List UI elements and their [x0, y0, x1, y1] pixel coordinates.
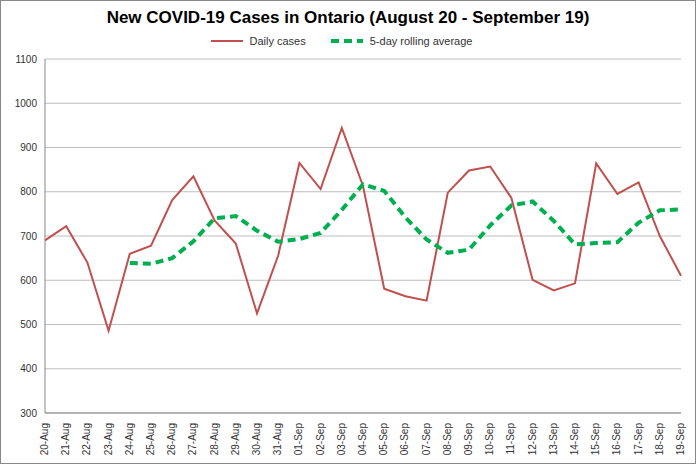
svg-text:300: 300: [20, 408, 37, 419]
svg-text:800: 800: [20, 186, 37, 197]
svg-text:05-Sep: 05-Sep: [378, 423, 389, 456]
html-text:5-day rolling average: 5-day rolling average: [369, 35, 473, 47]
svg-text:29-Aug: 29-Aug: [230, 423, 241, 455]
svg-text:18-Sep: 18-Sep: [654, 423, 665, 456]
svg-text:900: 900: [20, 142, 37, 153]
svg-text:22-Aug: 22-Aug: [82, 423, 93, 455]
html-text:New COVID-19 Cases in Ontario: New COVID-19 Cases in Ontario (August 20…: [106, 8, 590, 27]
svg-text:19-Sep: 19-Sep: [675, 423, 686, 456]
svg-text:26-Aug: 26-Aug: [166, 423, 177, 455]
svg-text:04-Sep: 04-Sep: [357, 423, 368, 456]
svg-text:11-Sep: 11-Sep: [506, 423, 517, 455]
svg-text:12-Sep: 12-Sep: [527, 423, 538, 456]
svg-text:20-Aug: 20-Aug: [39, 423, 50, 455]
html-text:Daily cases: Daily cases: [249, 35, 306, 47]
svg-text:1100: 1100: [15, 54, 37, 65]
svg-text:21-Aug: 21-Aug: [60, 423, 71, 455]
svg-text:23-Aug: 23-Aug: [103, 423, 114, 455]
svg-text:25-Aug: 25-Aug: [145, 423, 156, 455]
svg-text:09-Sep: 09-Sep: [463, 423, 474, 456]
svg-text:06-Sep: 06-Sep: [400, 423, 411, 456]
svg-text:10-Sep: 10-Sep: [484, 423, 495, 456]
svg-text:13-Sep: 13-Sep: [548, 423, 559, 456]
svg-text:01-Sep: 01-Sep: [294, 423, 305, 456]
svg-text:31-Aug: 31-Aug: [272, 423, 283, 455]
svg-text:600: 600: [20, 275, 37, 286]
svg-text:03-Sep: 03-Sep: [336, 423, 347, 456]
svg-text:08-Sep: 08-Sep: [442, 423, 453, 456]
svg-text:07-Sep: 07-Sep: [421, 423, 432, 456]
svg-text:1000: 1000: [15, 98, 38, 109]
svg-text:15-Sep: 15-Sep: [590, 423, 601, 456]
svg-text:28-Aug: 28-Aug: [209, 423, 220, 455]
svg-text:14-Sep: 14-Sep: [569, 423, 580, 456]
svg-text:16-Sep: 16-Sep: [612, 423, 623, 456]
svg-text:27-Aug: 27-Aug: [188, 423, 199, 455]
svg-text:400: 400: [20, 363, 37, 374]
svg-text:02-Sep: 02-Sep: [315, 423, 326, 456]
svg-text:700: 700: [20, 231, 37, 242]
svg-text:500: 500: [20, 319, 37, 330]
svg-text:17-Sep: 17-Sep: [633, 423, 644, 456]
svg-text:24-Aug: 24-Aug: [124, 423, 135, 455]
svg-text:30-Aug: 30-Aug: [251, 423, 262, 455]
